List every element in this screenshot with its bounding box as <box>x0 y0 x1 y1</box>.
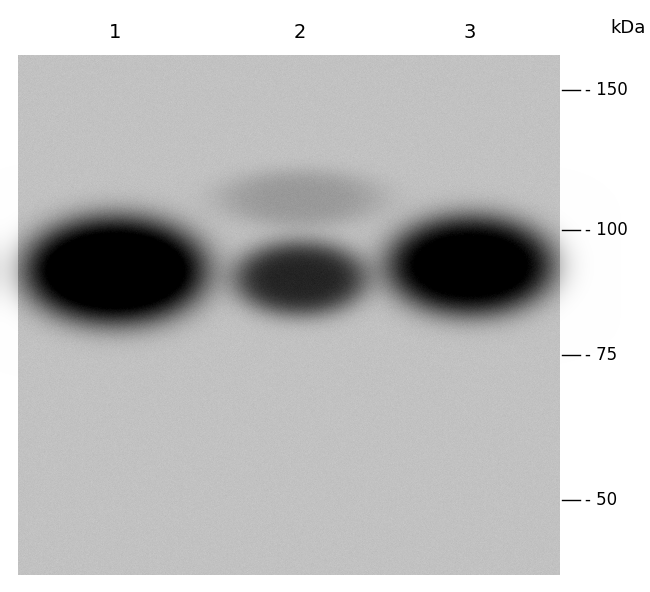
Text: - 150: - 150 <box>585 81 628 99</box>
Text: - 50: - 50 <box>585 491 617 509</box>
Text: 1: 1 <box>109 22 121 41</box>
Text: 2: 2 <box>294 22 306 41</box>
Text: - 100: - 100 <box>585 221 628 239</box>
Text: 3: 3 <box>464 22 476 41</box>
Text: kDa: kDa <box>610 19 645 37</box>
Text: - 75: - 75 <box>585 346 617 364</box>
